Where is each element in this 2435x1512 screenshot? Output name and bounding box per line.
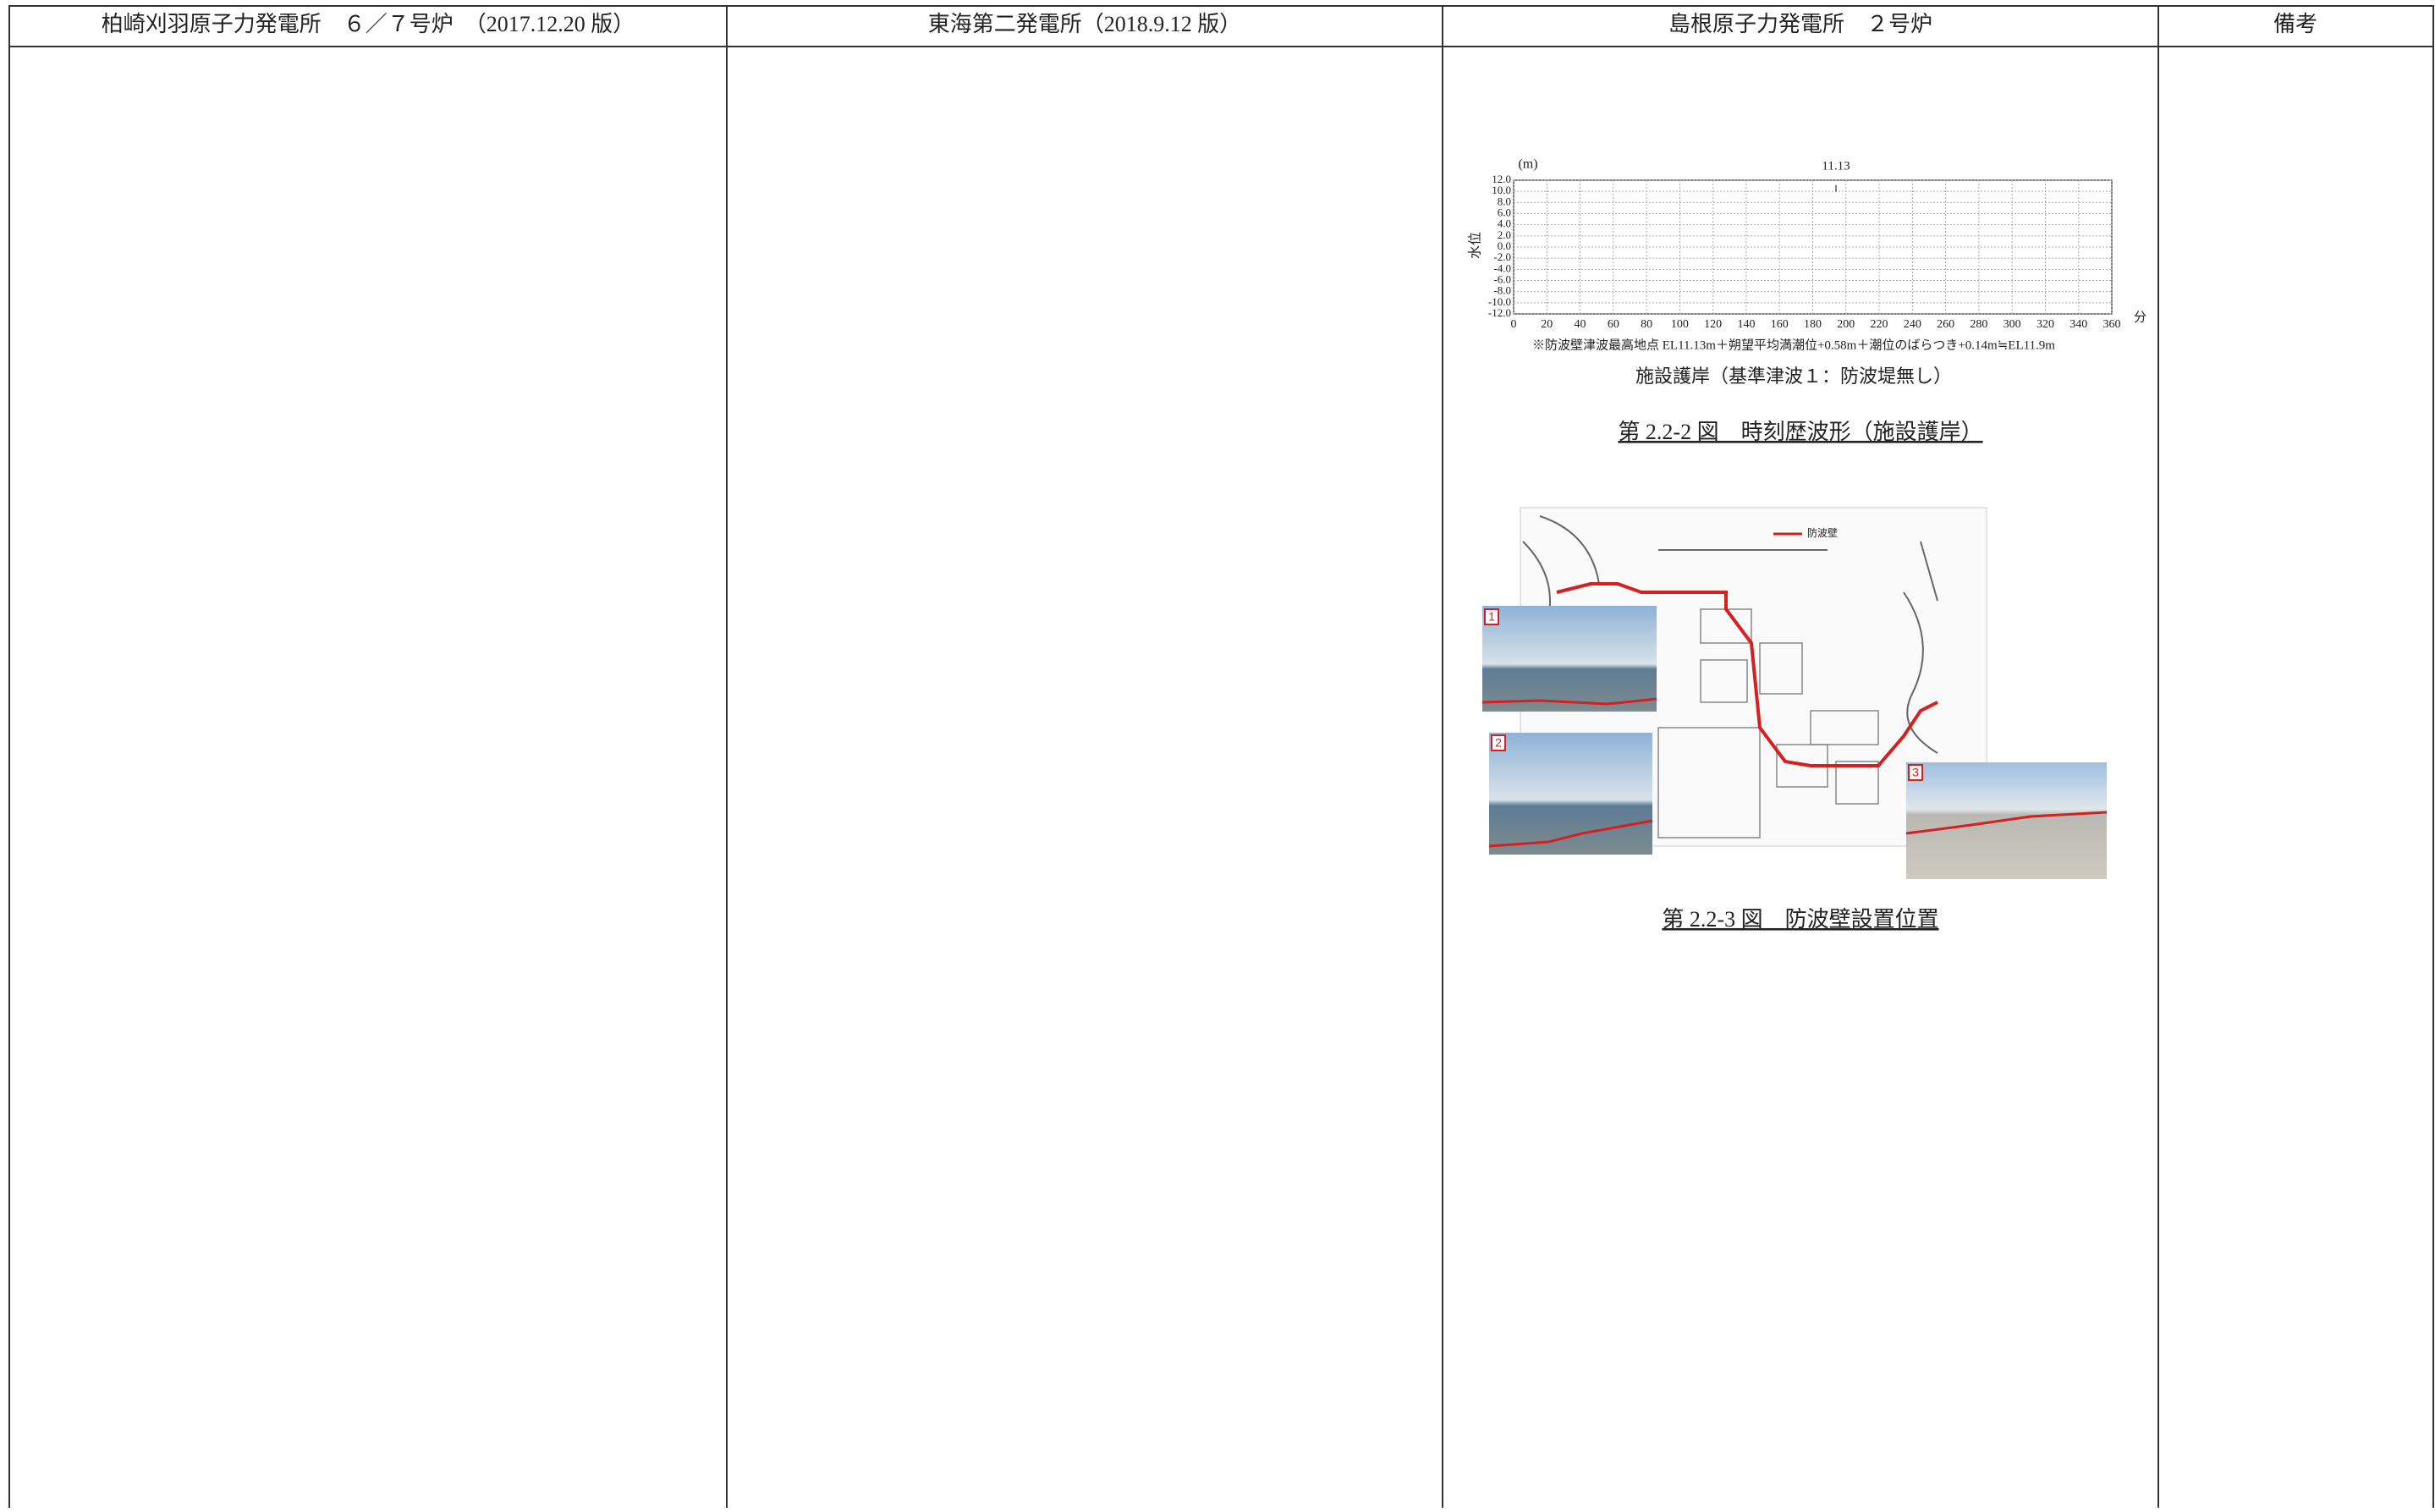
map-lines <box>1522 515 1938 754</box>
y-tick-label: -2.0 <box>1493 250 1511 263</box>
x-tick-label: 200 <box>1837 318 1855 331</box>
header-cell: 柏崎刈羽原子力発電所 ６／７号炉 （2017.12.20 版） <box>102 12 635 36</box>
x-tick-label: 120 <box>1704 318 1722 331</box>
photo-wall <box>1481 697 1657 706</box>
y-tick-label: 12.0 <box>1492 173 1511 185</box>
x-tick-label: 320 <box>2036 318 2054 331</box>
y-tick-label: 4.0 <box>1498 217 1511 230</box>
y-tick-label: 10.0 <box>1492 184 1511 196</box>
y-tick-label: -6.0 <box>1493 272 1511 285</box>
peak-label: 11.13 <box>1822 159 1850 173</box>
seawall-line <box>1556 582 1938 767</box>
y-tick-label: 8.0 <box>1498 195 1511 207</box>
caption: 第 2.2-3 図 防波壁設置位置 <box>1662 907 1938 932</box>
photo-label: 1 <box>1488 610 1495 624</box>
legend-label: 防波壁 <box>1807 526 1838 539</box>
photo-label-box <box>1908 764 1923 781</box>
subtitle: 施設護岸（基準津波１：防波堤無し） <box>1635 366 1952 387</box>
y-tick-label: 2.0 <box>1498 228 1511 241</box>
x-tick-label: 240 <box>1904 318 1921 331</box>
header-cell: 島根原子力発電所 ２号炉 <box>1668 12 1932 36</box>
x-tick-label: 180 <box>1804 318 1822 331</box>
photo-label: 3 <box>1912 766 1919 779</box>
x-tick-label: 40 <box>1575 318 1586 331</box>
x-tick-label: 160 <box>1771 318 1789 331</box>
y-tick-label: -4.0 <box>1493 261 1511 274</box>
y-label: 水位 <box>1468 232 1483 259</box>
map-figure: 防波壁 1 2 3 第 2.2-3 図 防波壁設置位置 <box>1481 507 2108 932</box>
photo-label-box <box>1484 608 1499 625</box>
y-tick-label: 6.0 <box>1498 206 1511 218</box>
y-tick-label: -8.0 <box>1493 284 1511 297</box>
x-unit: 分 <box>2134 310 2146 324</box>
header-cell: 備考 <box>2273 12 2317 36</box>
photo-wall <box>1488 819 1653 848</box>
x-tick-label: 80 <box>1641 318 1652 331</box>
caption: 第 2.2-2 図 時刻歴波形（施設護岸） <box>1618 420 1982 444</box>
x-tick-label: 340 <box>2069 318 2087 331</box>
y-tick-label: -10.0 <box>1488 295 1511 308</box>
x-tick-label: 220 <box>1871 318 1888 331</box>
x-tick-label: 100 <box>1671 318 1689 331</box>
header-cell: 東海第二発電所（2018.9.12 版） <box>928 12 1242 36</box>
photo-label: 2 <box>1495 736 1502 750</box>
x-tick-label: 260 <box>1937 318 1954 331</box>
y-unit: (m) <box>1518 157 1537 172</box>
x-tick-label: 300 <box>2004 318 2021 331</box>
waveform-figure: (m) 水位 分 ※防波壁津波最高地点 EL11.13m＋朔望平均満潮位+0.5… <box>1468 157 2146 444</box>
photo-wall <box>1905 811 2108 835</box>
x-tick-label: 360 <box>2103 318 2121 331</box>
x-tick-label: 20 <box>1541 318 1553 331</box>
x-tick-label: 280 <box>1970 318 1987 331</box>
table-frame <box>8 5 2434 1512</box>
note: ※防波壁津波最高地点 EL11.13m＋朔望平均満潮位+0.58m＋潮位のばらつ… <box>1532 338 2055 352</box>
buildings <box>1657 608 1879 838</box>
y-tick-label: 0.0 <box>1498 239 1511 252</box>
y-tick-label: -12.0 <box>1488 306 1511 319</box>
photo <box>1482 606 1657 712</box>
x-tick-label: 0 <box>1511 318 1517 331</box>
x-tick-label: 60 <box>1608 318 1619 331</box>
photo <box>1489 733 1652 855</box>
photo-label-box <box>1491 734 1506 751</box>
x-tick-label: 140 <box>1737 318 1755 331</box>
